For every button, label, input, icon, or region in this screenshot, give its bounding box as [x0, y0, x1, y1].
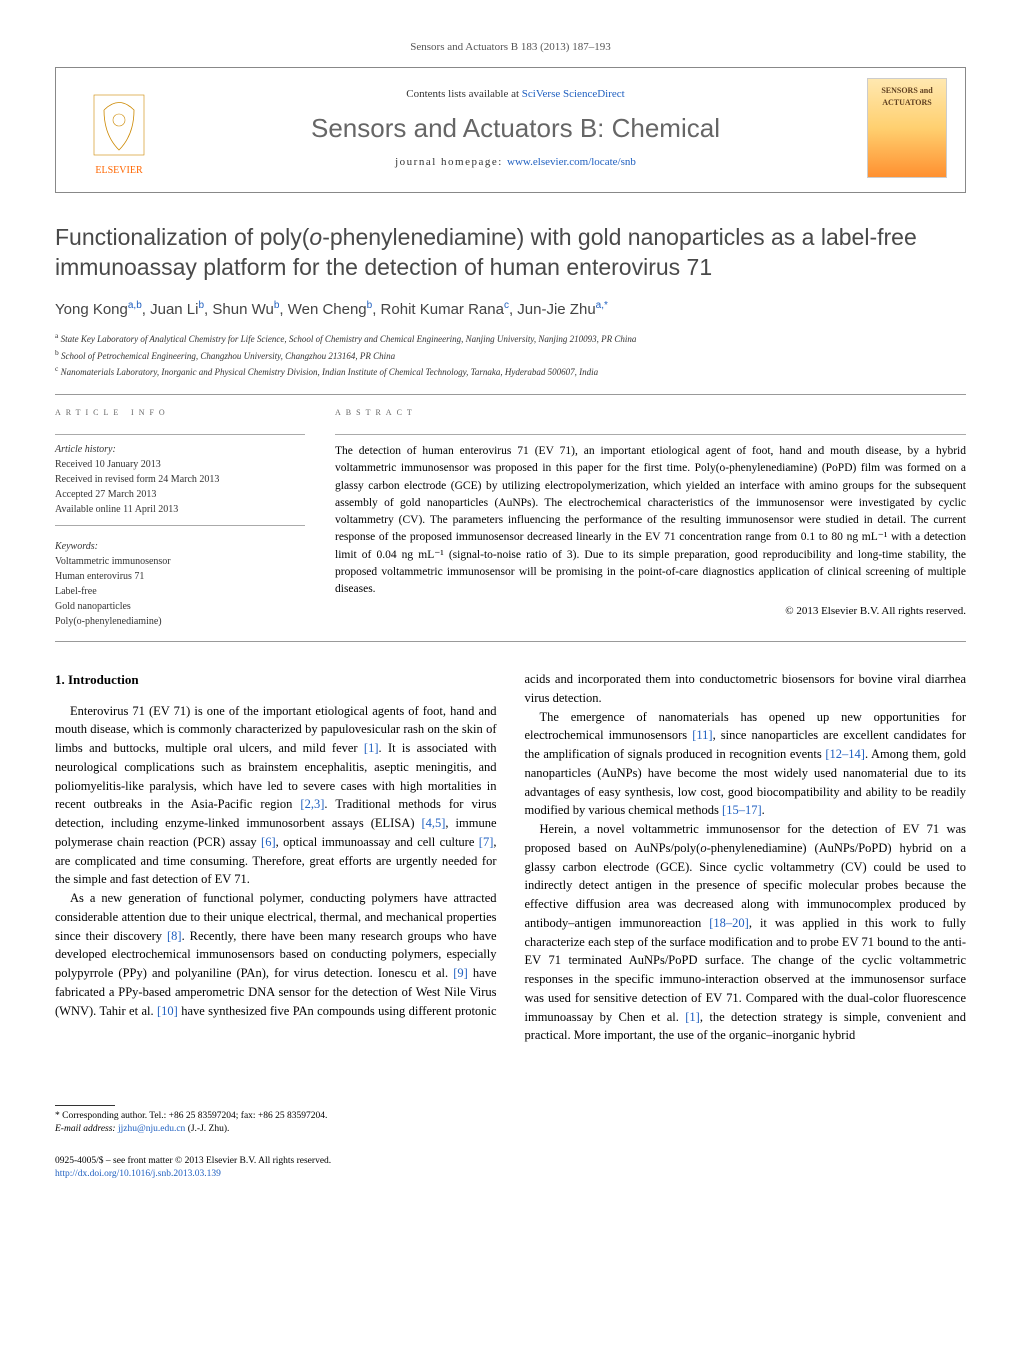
affiliation-a: a State Key Laboratory of Analytical Che… — [55, 330, 966, 347]
info-abstract-row: ARTICLE INFO Article history: Received 1… — [55, 405, 966, 629]
homepage-link[interactable]: www.elsevier.com/locate/snb — [507, 156, 636, 168]
history-accepted: Accepted 27 March 2013 — [55, 487, 305, 502]
article-info: ARTICLE INFO Article history: Received 1… — [55, 405, 305, 629]
abstract-divider — [335, 434, 966, 435]
history-label: Article history: — [55, 443, 305, 457]
ref-1b[interactable]: [1] — [685, 1010, 700, 1024]
keyword-3: Label-free — [55, 584, 305, 599]
history-received: Received 10 January 2013 — [55, 457, 305, 472]
ref-15-17[interactable]: [15–17] — [722, 803, 762, 817]
journal-title: Sensors and Actuators B: Chemical — [164, 110, 867, 146]
keyword-2: Human enterovirus 71 — [55, 569, 305, 584]
email-link[interactable]: jjzhu@nju.edu.cn — [118, 1124, 185, 1134]
footnote-divider — [55, 1105, 115, 1106]
body-text: 1. Introduction Enterovirus 71 (EV 71) i… — [55, 670, 966, 1045]
affiliation-c: c Nanomaterials Laboratory, Inorganic an… — [55, 363, 966, 380]
publisher-name: ELSEVIER — [95, 164, 142, 178]
ref-1[interactable]: [1] — [364, 741, 379, 755]
ref-6[interactable]: [6] — [261, 835, 276, 849]
ref-4-5[interactable]: [4,5] — [421, 816, 445, 830]
sciencedirect-link[interactable]: SciVerse ScienceDirect — [522, 88, 625, 100]
para-1: Enterovirus 71 (EV 71) is one of the imp… — [55, 702, 497, 890]
keyword-5: Poly(o-phenylenediamine) — [55, 614, 305, 629]
homepage-line: journal homepage: www.elsevier.com/locat… — [164, 155, 867, 170]
doi-link[interactable]: http://dx.doi.org/10.1016/j.snb.2013.03.… — [55, 1169, 221, 1179]
affiliation-b: b School of Petrochemical Engineering, C… — [55, 347, 966, 364]
front-matter: 0925-4005/$ – see front matter © 2013 El… — [55, 1155, 966, 1168]
ref-10[interactable]: [10] — [157, 1004, 178, 1018]
journal-cover: SENSORS and ACTUATORS — [867, 78, 947, 178]
ref-8[interactable]: [8] — [167, 929, 182, 943]
corresponding-text: * Corresponding author. Tel.: +86 25 835… — [55, 1111, 327, 1121]
contents-link-line: Contents lists available at SciVerse Sci… — [164, 87, 867, 102]
keyword-1: Voltammetric immunosensor — [55, 554, 305, 569]
journal-reference: Sensors and Actuators B 183 (2013) 187–1… — [55, 40, 966, 55]
email-label: E-mail address: — [55, 1124, 116, 1134]
history-online: Available online 11 April 2013 — [55, 502, 305, 517]
corresponding-mark: * — [604, 300, 608, 311]
header-center: Contents lists available at SciVerse Sci… — [164, 87, 867, 170]
abstract-header: ABSTRACT — [335, 405, 966, 420]
ref-18-20[interactable]: [18–20] — [709, 916, 749, 930]
homepage-prefix: journal homepage: — [395, 156, 507, 168]
ref-11[interactable]: [11] — [692, 728, 712, 742]
abstract: ABSTRACT The detection of human enterovi… — [335, 405, 966, 629]
info-divider-2 — [55, 525, 305, 526]
email-name: (J.-J. Zhu). — [188, 1124, 230, 1134]
cover-text-1: SENSORS and — [881, 85, 932, 96]
section-1-title: 1. Introduction — [55, 670, 497, 690]
authors: Yong Konga,b, Juan Lib, Shun Wub, Wen Ch… — [55, 299, 966, 320]
ref-9[interactable]: [9] — [453, 966, 468, 980]
history-revised: Received in revised form 24 March 2013 — [55, 472, 305, 487]
ref-7[interactable]: [7] — [479, 835, 494, 849]
bottom-matter: 0925-4005/$ – see front matter © 2013 El… — [55, 1155, 966, 1182]
corresponding-footnote: * Corresponding author. Tel.: +86 25 835… — [55, 1110, 966, 1137]
copyright: © 2013 Elsevier B.V. All rights reserved… — [335, 604, 966, 619]
article-info-header: ARTICLE INFO — [55, 405, 305, 420]
para-5: Herein, a novel voltammetric immunosenso… — [525, 820, 967, 1045]
journal-header: ELSEVIER Contents lists available at Sci… — [55, 67, 966, 193]
ref-2-3[interactable]: [2,3] — [300, 797, 324, 811]
divider-2 — [55, 641, 966, 642]
keywords-label: Keywords: — [55, 540, 305, 554]
info-divider — [55, 434, 305, 435]
cover-text-2: ACTUATORS — [882, 97, 932, 108]
abstract-text: The detection of human enterovirus 71 (E… — [335, 443, 966, 598]
article-title: Functionalization of poly(o-phenylenedia… — [55, 223, 966, 283]
affiliations: a State Key Laboratory of Analytical Che… — [55, 330, 966, 380]
para-4: The emergence of nanomaterials has opene… — [525, 708, 967, 821]
divider — [55, 394, 966, 395]
contents-prefix: Contents lists available at — [406, 88, 521, 100]
elsevier-logo: ELSEVIER — [74, 78, 164, 178]
ref-12-14[interactable]: [12–14] — [825, 747, 865, 761]
keyword-4: Gold nanoparticles — [55, 599, 305, 614]
